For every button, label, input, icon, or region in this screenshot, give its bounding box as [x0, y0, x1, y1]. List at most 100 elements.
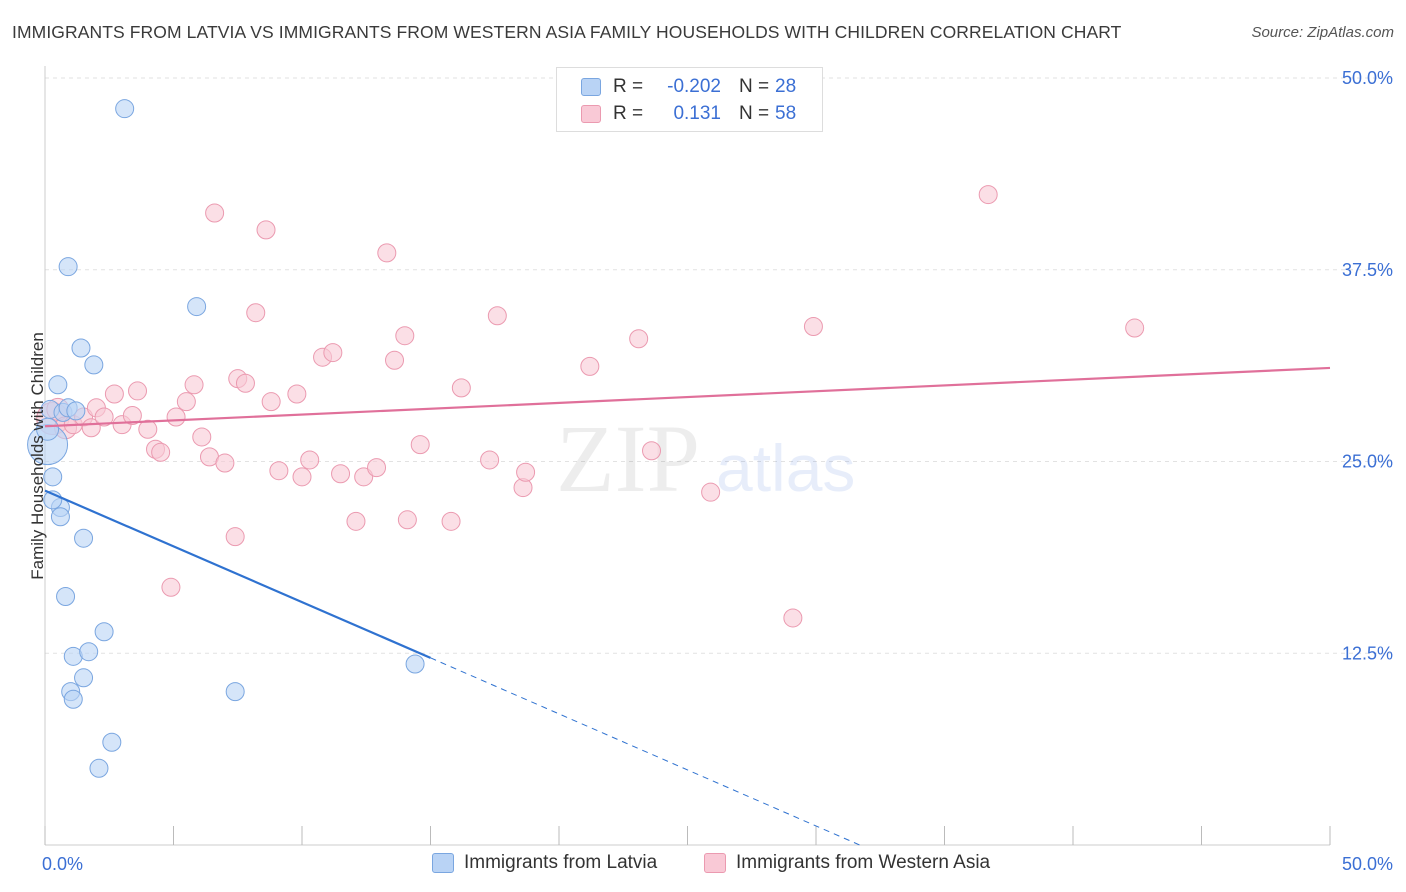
western-asia-point: [323, 343, 343, 363]
latvia-point: [48, 375, 68, 395]
western-asia-point: [385, 350, 405, 370]
western-asia-point: [1125, 318, 1145, 338]
western-asia-point: [104, 384, 124, 404]
latvia-point: [84, 355, 104, 375]
y-tick-label: 50.0%: [1342, 68, 1393, 88]
western-asia-point: [235, 373, 255, 393]
latvia-point: [63, 689, 83, 709]
legend-n-value: 58: [775, 103, 797, 124]
western-asia-point: [269, 461, 289, 481]
western-asia-swatch: [581, 105, 601, 123]
legend-row-latvia: R = -0.202 N = 28: [581, 75, 796, 99]
chart-title: IMMIGRANTS FROM LATVIA VS IMMIGRANTS FRO…: [12, 22, 1122, 42]
latvia-legend-swatch: [432, 853, 454, 873]
stats-legend: R = -0.202 N = 28 R = 0.131 N = 58: [556, 67, 823, 132]
western-asia-point: [642, 441, 662, 461]
western-asia-point: [184, 375, 204, 395]
western-asia-point: [225, 527, 245, 547]
western-asia-point: [128, 381, 148, 401]
legend-n-label: N =: [739, 76, 770, 97]
latvia-swatch: [581, 78, 601, 96]
legend-western-asia-label: Immigrants from Western Asia: [736, 852, 991, 873]
latvia-point: [405, 654, 425, 674]
latvia-point: [71, 338, 91, 358]
western-asia-point: [395, 326, 415, 346]
series-legend: Immigrants from Latvia Immigrants from W…: [0, 852, 1406, 878]
western-asia-trend-line: [44, 366, 1331, 428]
western-asia-point: [397, 510, 417, 530]
legend-n-label: N =: [739, 103, 770, 124]
western-asia-point: [192, 427, 212, 447]
x-tick-label-min: 0.0%: [42, 854, 83, 874]
latvia-point: [74, 528, 94, 548]
western-asia-point: [441, 511, 461, 531]
latvia-point: [225, 682, 245, 702]
legend-row-western-asia: R = 0.131 N = 58: [581, 102, 796, 126]
latvia-point: [115, 99, 135, 119]
western-asia-point: [287, 384, 307, 404]
tick-labels: 12.5% 25.0% 37.5% 50.0% 0.0% 50.0%: [42, 68, 1393, 874]
western-asia-point: [516, 462, 536, 482]
western-asia-point: [451, 378, 471, 398]
western-asia-point: [346, 511, 366, 531]
western-asia-point: [138, 419, 158, 439]
latvia-point: [50, 507, 70, 527]
y-tick-label: 37.5%: [1342, 260, 1393, 280]
legend-r-value: -0.202: [667, 76, 721, 97]
latvia-points: [27, 99, 425, 778]
latvia-point: [187, 297, 207, 317]
latvia-point: [94, 622, 114, 642]
latvia-trend-line: [44, 489, 431, 659]
latvia-point: [43, 467, 63, 487]
western-asia-point: [487, 306, 507, 326]
western-asia-point: [176, 392, 196, 412]
latvia-point: [66, 401, 86, 421]
western-asia-point: [166, 407, 186, 427]
latvia-trend-line-extension: [430, 657, 860, 846]
western-asia-point: [410, 435, 430, 455]
western-asia-point: [354, 467, 374, 487]
western-asia-point: [480, 450, 500, 470]
western-asia-legend-swatch: [704, 853, 726, 873]
western-asia-point: [94, 407, 114, 427]
latvia-point: [89, 758, 109, 778]
legend-r-value: 0.131: [673, 103, 721, 124]
watermark-atlas: atlas: [716, 431, 855, 505]
source-attribution: Source: ZipAtlas.com: [1251, 24, 1394, 41]
western-asia-point: [300, 450, 320, 470]
legend-r-label: R =: [613, 103, 644, 124]
trend-lines: [44, 366, 1331, 846]
western-asia-point: [783, 608, 803, 628]
western-asia-point: [246, 303, 266, 323]
legend-item-western-asia[interactable]: Immigrants from Western Asia: [704, 852, 990, 874]
y-tick-label: 12.5%: [1342, 643, 1393, 663]
western-asia-point: [331, 464, 351, 484]
western-asia-point: [580, 356, 600, 376]
legend-r-label: R =: [613, 76, 644, 97]
western-asia-point: [205, 203, 225, 223]
y-tick-label: 25.0%: [1342, 452, 1393, 472]
western-asia-point: [292, 467, 312, 487]
western-asia-point: [215, 453, 235, 473]
western-asia-point: [161, 577, 181, 597]
western-asia-point: [256, 220, 276, 240]
western-asia-point: [151, 442, 171, 462]
western-asia-point: [978, 185, 998, 205]
grid-lines: [45, 77, 1392, 654]
western-asia-point: [803, 317, 823, 337]
western-asia-point: [629, 329, 649, 349]
latvia-point: [74, 668, 94, 688]
legend-item-latvia[interactable]: Immigrants from Latvia: [432, 852, 657, 874]
western-asia-point: [122, 405, 142, 425]
latvia-point: [102, 732, 122, 752]
x-tick-label-max: 50.0%: [1342, 854, 1393, 874]
legend-n-value: 28: [775, 76, 797, 97]
western-asia-point: [261, 392, 281, 412]
latvia-point: [79, 642, 99, 662]
western-asia-point: [367, 458, 387, 478]
y-axis-label: Family Households with Children: [28, 332, 47, 580]
watermark-zip: ZIP: [556, 405, 700, 512]
latvia-point: [56, 586, 76, 606]
legend-latvia-label: Immigrants from Latvia: [464, 852, 658, 873]
